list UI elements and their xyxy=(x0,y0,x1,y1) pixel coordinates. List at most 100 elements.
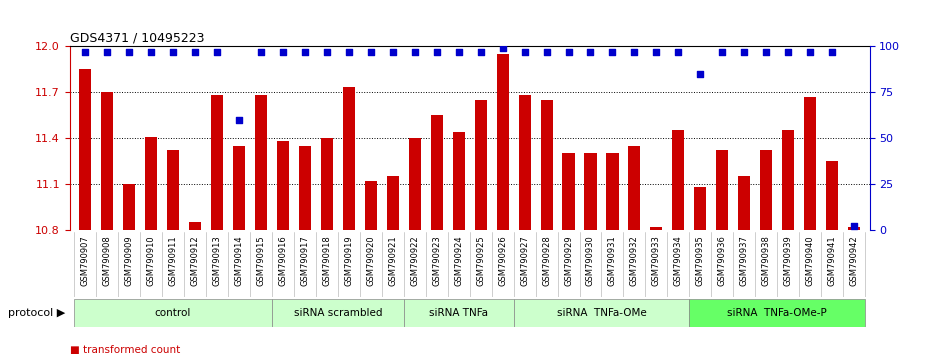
Text: GSM790919: GSM790919 xyxy=(344,235,353,286)
Point xyxy=(825,49,840,55)
Text: GSM790934: GSM790934 xyxy=(674,235,683,286)
Bar xyxy=(299,146,311,230)
Text: GSM790931: GSM790931 xyxy=(608,235,617,286)
Text: GSM790917: GSM790917 xyxy=(300,235,310,286)
Text: GSM790939: GSM790939 xyxy=(784,235,792,286)
Text: GSM790937: GSM790937 xyxy=(739,235,749,286)
Bar xyxy=(650,227,662,230)
Point xyxy=(759,49,774,55)
Point xyxy=(561,49,576,55)
Bar xyxy=(167,150,179,230)
Bar xyxy=(272,299,404,327)
Point xyxy=(627,49,642,55)
Text: GSM790925: GSM790925 xyxy=(476,235,485,286)
Bar xyxy=(387,176,399,230)
Bar xyxy=(474,100,486,230)
Text: siRNA TNFa: siRNA TNFa xyxy=(429,308,488,318)
Point xyxy=(715,49,730,55)
Text: GSM790921: GSM790921 xyxy=(388,235,397,286)
Bar xyxy=(513,299,689,327)
Point xyxy=(166,49,180,55)
Bar xyxy=(848,227,860,230)
Text: siRNA  TNFa-OMe: siRNA TNFa-OMe xyxy=(557,308,646,318)
Bar xyxy=(716,150,728,230)
Point xyxy=(495,45,510,51)
Text: ■ transformed count: ■ transformed count xyxy=(70,345,180,354)
Text: GSM790910: GSM790910 xyxy=(147,235,155,286)
Point xyxy=(781,49,796,55)
Point xyxy=(100,49,114,55)
Point xyxy=(254,49,269,55)
Text: GSM790922: GSM790922 xyxy=(410,235,419,286)
Text: GSM790927: GSM790927 xyxy=(520,235,529,286)
Text: siRNA  TNFa-OMe-P: siRNA TNFa-OMe-P xyxy=(727,308,827,318)
Text: GSM790918: GSM790918 xyxy=(323,235,331,286)
Point xyxy=(451,49,466,55)
Bar xyxy=(497,54,509,230)
Text: GSM790923: GSM790923 xyxy=(432,235,441,286)
Text: GSM790935: GSM790935 xyxy=(696,235,705,286)
Text: control: control xyxy=(154,308,192,318)
Point xyxy=(473,49,488,55)
Text: GSM790933: GSM790933 xyxy=(652,235,661,286)
Point xyxy=(209,49,224,55)
Bar xyxy=(277,141,289,230)
Bar xyxy=(232,146,245,230)
Bar xyxy=(145,137,157,230)
Text: GSM790938: GSM790938 xyxy=(762,235,771,286)
Point xyxy=(122,49,137,55)
Bar xyxy=(101,92,113,230)
Bar xyxy=(343,87,355,230)
Text: GSM790932: GSM790932 xyxy=(630,235,639,286)
Point xyxy=(517,49,532,55)
Bar xyxy=(606,153,618,230)
Point xyxy=(671,49,685,55)
Bar xyxy=(123,184,135,230)
Text: GSM790929: GSM790929 xyxy=(564,235,573,286)
Bar xyxy=(563,153,575,230)
Text: GSM790920: GSM790920 xyxy=(366,235,376,286)
Point xyxy=(693,71,708,76)
Text: GDS4371 / 10495223: GDS4371 / 10495223 xyxy=(70,32,205,45)
Point xyxy=(275,49,290,55)
Bar xyxy=(629,146,641,230)
Point xyxy=(846,224,861,229)
Bar xyxy=(404,299,513,327)
Point xyxy=(605,49,620,55)
Point xyxy=(319,49,334,55)
Bar xyxy=(431,115,443,230)
Bar xyxy=(519,95,531,230)
Point xyxy=(539,49,554,55)
Bar xyxy=(826,161,838,230)
Bar xyxy=(255,95,267,230)
Text: GSM790936: GSM790936 xyxy=(718,235,727,286)
Text: GSM790928: GSM790928 xyxy=(542,235,551,286)
Text: GSM790907: GSM790907 xyxy=(81,235,89,286)
Text: GSM790915: GSM790915 xyxy=(257,235,265,286)
Bar xyxy=(408,138,420,230)
Point xyxy=(803,49,817,55)
Text: GSM790940: GSM790940 xyxy=(805,235,815,286)
Point xyxy=(737,49,751,55)
Point xyxy=(407,49,422,55)
Point xyxy=(649,49,664,55)
Text: GSM790908: GSM790908 xyxy=(102,235,112,286)
Point xyxy=(232,117,246,122)
Text: protocol ▶: protocol ▶ xyxy=(7,308,65,318)
Text: GSM790913: GSM790913 xyxy=(212,235,221,286)
Text: GSM790941: GSM790941 xyxy=(828,235,837,286)
Bar xyxy=(782,130,794,230)
Point xyxy=(188,49,203,55)
Bar xyxy=(453,132,465,230)
Point xyxy=(583,49,598,55)
Bar xyxy=(672,130,684,230)
Text: GSM790926: GSM790926 xyxy=(498,235,507,286)
Bar xyxy=(211,95,223,230)
Bar xyxy=(540,100,552,230)
Bar xyxy=(365,181,377,230)
Point xyxy=(298,49,312,55)
Point xyxy=(143,49,158,55)
Bar xyxy=(695,187,707,230)
Text: siRNA scrambled: siRNA scrambled xyxy=(294,308,382,318)
Bar xyxy=(689,299,865,327)
